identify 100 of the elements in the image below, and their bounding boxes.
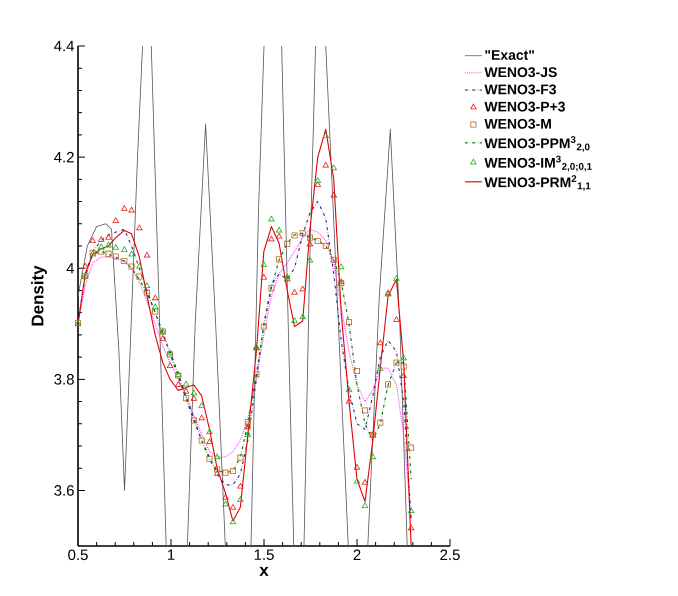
point — [260, 274, 267, 280]
y-tick-label: 3.8 — [54, 374, 74, 385]
point — [354, 478, 360, 484]
point — [190, 390, 198, 396]
point — [144, 290, 150, 296]
point — [90, 237, 96, 243]
point — [160, 335, 166, 341]
point — [106, 250, 112, 257]
x-tick-label: 0.5 — [68, 550, 88, 560]
point — [206, 456, 212, 462]
point — [385, 381, 392, 388]
x-tick-label: 2 — [354, 550, 360, 560]
y-tick-label: 4 — [66, 263, 74, 274]
point — [400, 372, 407, 378]
point — [393, 360, 400, 366]
point — [291, 289, 298, 295]
point — [330, 164, 337, 170]
point — [306, 234, 313, 241]
point — [112, 217, 119, 223]
point — [230, 518, 236, 524]
point — [354, 368, 360, 374]
point — [306, 256, 314, 262]
y-tick-label: 4.4 — [54, 40, 74, 52]
point — [82, 262, 88, 269]
point — [206, 438, 213, 444]
x-axis-title: x — [259, 566, 269, 576]
point — [237, 496, 244, 502]
point — [105, 242, 112, 248]
point — [198, 402, 205, 408]
point — [136, 224, 143, 230]
point — [276, 232, 282, 239]
point — [237, 482, 244, 489]
point — [214, 454, 220, 460]
point — [393, 275, 400, 281]
point — [370, 454, 376, 460]
point — [121, 246, 128, 252]
point — [400, 354, 407, 360]
point — [300, 314, 306, 320]
point — [362, 502, 368, 508]
point — [98, 248, 104, 255]
point — [306, 240, 314, 246]
point — [152, 308, 158, 315]
point — [268, 236, 275, 242]
point — [322, 162, 329, 168]
point — [393, 316, 400, 322]
y-tick-label: 4.2 — [54, 152, 74, 162]
legend-label: WENO3-IM$^{3}$2,0;0,1 — [484, 156, 592, 172]
point — [268, 216, 275, 222]
point — [408, 444, 414, 451]
point — [222, 494, 229, 500]
legend-label: "Exact" — [485, 50, 534, 60]
point — [314, 181, 321, 187]
y-tick-label: 3.6 — [54, 485, 74, 496]
legend-label: WENO3-M — [484, 118, 551, 129]
point — [136, 262, 143, 269]
x-tick-label: 2.5 — [440, 550, 460, 560]
point — [253, 371, 260, 378]
point — [190, 417, 197, 424]
point — [98, 236, 104, 242]
point — [244, 419, 251, 426]
point — [276, 226, 282, 232]
point — [244, 431, 251, 437]
point — [166, 362, 174, 368]
point — [175, 381, 182, 387]
point — [182, 380, 190, 386]
point — [377, 340, 384, 346]
point — [128, 250, 135, 256]
point — [314, 238, 321, 244]
point — [346, 398, 352, 404]
x-tick-label: 1.5 — [254, 550, 274, 560]
point — [284, 240, 290, 247]
line-series — [78, 128, 412, 546]
point — [260, 261, 267, 267]
point — [182, 388, 190, 394]
point — [152, 304, 158, 310]
point — [362, 407, 368, 414]
point — [121, 205, 128, 211]
point — [330, 256, 337, 263]
point — [230, 504, 236, 510]
point — [206, 428, 213, 434]
point — [244, 424, 251, 430]
point — [237, 454, 244, 461]
legend-label: WENO3-P+3 — [484, 102, 565, 112]
point — [230, 468, 236, 474]
legend-label: WENO3-PRM$^{2}$1,1 — [484, 175, 590, 191]
point — [377, 420, 384, 426]
point — [144, 282, 150, 288]
legend-label: WENO3-PPM$^{3}$2,0 — [484, 136, 590, 152]
point — [112, 244, 119, 250]
point — [112, 254, 119, 260]
point — [300, 286, 306, 292]
point — [214, 470, 220, 476]
point — [121, 258, 128, 264]
point — [214, 466, 220, 472]
point — [268, 285, 274, 292]
point — [408, 507, 414, 513]
point — [198, 414, 205, 420]
point — [276, 256, 282, 262]
point — [300, 230, 306, 236]
point — [98, 244, 104, 250]
